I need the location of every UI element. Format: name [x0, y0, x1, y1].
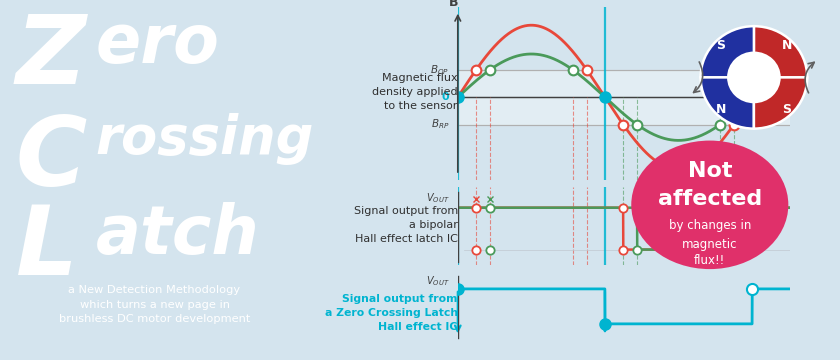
Text: $B_{OP}$: $B_{OP}$: [430, 63, 449, 77]
Wedge shape: [754, 77, 807, 129]
Text: rossing: rossing: [96, 113, 314, 165]
Text: Signal output from
a bipolar
Hall effect latch IC: Signal output from a bipolar Hall effect…: [354, 206, 458, 244]
Text: affected: affected: [658, 189, 762, 209]
Wedge shape: [701, 77, 754, 129]
Text: N: N: [782, 39, 792, 52]
Text: L: L: [15, 202, 77, 294]
Text: S: S: [782, 103, 791, 116]
Text: C: C: [15, 113, 87, 206]
Circle shape: [632, 140, 788, 269]
Text: B: B: [449, 0, 459, 9]
Text: atch: atch: [96, 202, 260, 267]
Text: S: S: [717, 39, 726, 52]
Text: Not: Not: [688, 161, 732, 181]
Text: flux!!: flux!!: [694, 253, 726, 266]
Text: Z: Z: [15, 11, 86, 104]
Text: by changes in: by changes in: [669, 219, 751, 232]
Text: N: N: [716, 103, 726, 116]
Text: Signal output from
a Zero Crossing Latch
Hall effect IC: Signal output from a Zero Crossing Latch…: [325, 294, 458, 332]
Text: $V_{OUT}$: $V_{OUT}$: [426, 274, 449, 288]
Wedge shape: [754, 26, 807, 77]
Text: a New Detection Methodology
which turns a new page in
brushless DC motor develop: a New Detection Methodology which turns …: [59, 285, 250, 324]
Text: $V_{OUT}$: $V_{OUT}$: [426, 192, 449, 206]
Text: ero: ero: [96, 11, 220, 77]
Text: Magnetic flux
density applied
to the sensor: Magnetic flux density applied to the sen…: [372, 73, 458, 111]
Text: magnetic: magnetic: [682, 238, 738, 251]
Text: $B_{RP}$: $B_{RP}$: [431, 118, 449, 131]
Circle shape: [728, 53, 780, 102]
Wedge shape: [701, 26, 754, 77]
Polygon shape: [673, 254, 719, 264]
Bar: [458, 70, 790, 125]
Text: 0: 0: [442, 92, 449, 102]
